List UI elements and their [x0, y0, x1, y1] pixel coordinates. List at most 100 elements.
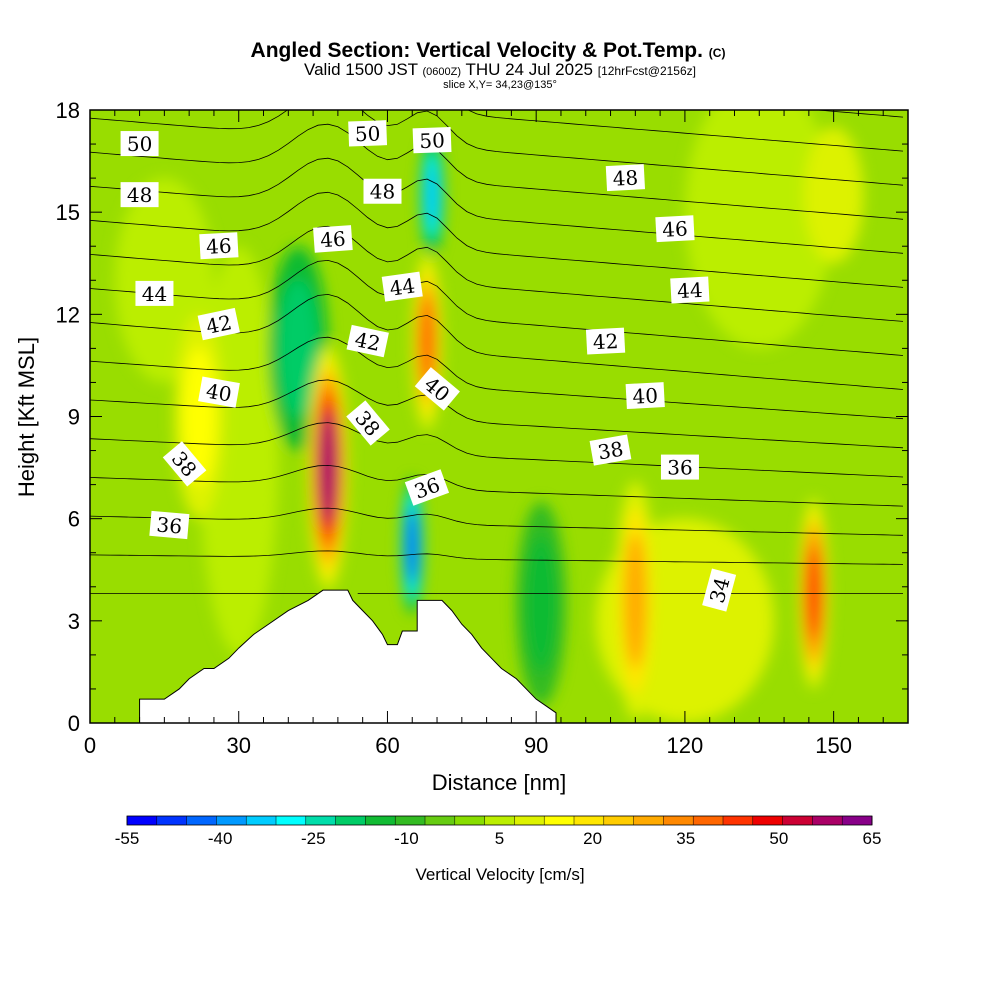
- colorbar-tick-label: -25: [301, 829, 326, 848]
- y-axis-label: Height [Kft MSL]: [14, 337, 39, 497]
- isentrope-label-21: 36: [149, 510, 190, 540]
- isentrope-label-text: 40: [204, 379, 233, 407]
- isentrope-43: [90, 191, 904, 288]
- isentrope-label-2: 50: [412, 126, 452, 154]
- isentrope-label-1: 50: [348, 120, 388, 147]
- isentrope-label-15: 40: [198, 376, 240, 408]
- isentrope-label-8: 46: [655, 215, 695, 243]
- isentrope-label-bg: [120, 182, 159, 208]
- velocity-cell-8-2: [624, 532, 647, 668]
- velocity-field: [114, 110, 864, 723]
- colorbar-swatch: [335, 816, 366, 825]
- colorbar-swatch: [574, 816, 605, 825]
- isentrope-label-bg: [346, 324, 389, 358]
- isentrope-label-text: 42: [592, 329, 619, 354]
- y-tick-label: 0: [68, 711, 80, 736]
- isentrope-label-bg: [120, 131, 159, 157]
- isentrope-label-text: 36: [156, 512, 183, 538]
- colorbar-swatch: [752, 816, 784, 825]
- y-tick-label: 6: [68, 507, 80, 532]
- isentrope-label-text: 42: [204, 310, 234, 339]
- colorbar-swatch: [842, 816, 873, 825]
- y-tick-label: 18: [56, 98, 80, 123]
- isentrope-38: [90, 379, 904, 449]
- x-tick-label: 150: [815, 733, 852, 758]
- colorbar-swatch: [276, 816, 307, 825]
- isentrope-label-text: 50: [127, 132, 152, 156]
- isentrope-37: [90, 422, 904, 478]
- x-tick-label: 60: [375, 733, 399, 758]
- isentrope-label-bg: [605, 164, 646, 192]
- isentrope-label-bg: [198, 376, 240, 408]
- isentrope-label-text: 46: [206, 234, 233, 259]
- isentrope-label-bg: [313, 225, 353, 253]
- chart-subtitle: Valid 1500 JST (0600Z) THU 24 Jul 2025 […: [304, 60, 696, 79]
- y-tick-label: 15: [56, 200, 80, 225]
- isentrope-47: [467, 110, 904, 152]
- colorbar-swatch: [246, 816, 277, 825]
- x-axis: 0 30 60 90 120 150: [84, 110, 909, 758]
- isentrope-label-bg: [381, 271, 423, 302]
- isentrope-label-bg: [702, 568, 737, 612]
- colorbar-swatch: [782, 816, 813, 825]
- isentrope-36: [90, 464, 904, 507]
- colorbar-swatch: [693, 816, 724, 825]
- isentrope-label-14: 42: [585, 327, 626, 355]
- velocity-cell-11-4: [407, 513, 418, 579]
- colorbar-swatch: [484, 816, 515, 825]
- isentrope-label-text: 44: [677, 278, 704, 303]
- isentrope-label-bg: [199, 232, 239, 260]
- isentrope-label-bg: [412, 126, 452, 154]
- isentrope-41: [90, 259, 904, 356]
- isentrope-label-bg: [135, 280, 174, 306]
- isentrope-label-bg: [655, 215, 695, 243]
- isentrope-label-bg: [660, 454, 699, 480]
- isentrope-label-text: 42: [353, 327, 383, 356]
- isentrope-label-11: 44: [670, 276, 710, 304]
- colorbar-swatch: [395, 816, 426, 825]
- colorbar-tick-label: 35: [676, 829, 695, 848]
- colorbar-swatch: [723, 816, 754, 825]
- isentrope-label-bg: [625, 382, 665, 410]
- isentrope-label-text: 40: [632, 383, 659, 408]
- colorbar-swatch: [544, 816, 575, 825]
- isentrope-label-text: 46: [662, 217, 689, 242]
- isentrope-46: [90, 110, 904, 186]
- y-tick-label: 3: [68, 609, 80, 634]
- isentrope-label-bg: [348, 120, 388, 147]
- isentrope-label-6: 46: [199, 232, 239, 260]
- chart-slice-info: slice X,Y= 34,23@135°: [443, 79, 557, 91]
- x-tick-label: 0: [84, 733, 96, 758]
- isentrope-label-12: 42: [197, 307, 240, 341]
- colorbar-swatch: [305, 816, 337, 825]
- isentrope-42: [90, 225, 904, 322]
- colorbar-swatch: [603, 816, 635, 825]
- colorbar-swatch: [663, 816, 694, 825]
- x-tick-label: 90: [524, 733, 548, 758]
- colorbar-tick-label: 50: [769, 829, 788, 848]
- velocity-cell-3-0: [803, 127, 864, 264]
- colorbar-label: Vertical Velocity [cm/s]: [415, 865, 584, 884]
- colorbar-swatch: [633, 816, 664, 825]
- colorbar-tick-label: 20: [583, 829, 602, 848]
- isentrope-44: [90, 157, 904, 254]
- isentrope-48: [812, 110, 904, 118]
- x-axis-label: Distance [nm]: [432, 770, 567, 795]
- isentrope-label-text: 50: [354, 121, 380, 146]
- colorbar: -55 -40 -25 -10 5 20 35 50 65: [115, 815, 881, 848]
- isentrope-label-10: 44: [381, 271, 423, 302]
- isentrope-label-bg: [149, 510, 190, 540]
- velocity-cell-2-0: [684, 110, 834, 349]
- colorbar-swatch: [156, 816, 188, 825]
- colorbar-tick-label: -40: [208, 829, 233, 848]
- colorbar-swatch: [127, 816, 158, 825]
- y-tick-label: 12: [56, 302, 80, 327]
- x-tick-label: 120: [667, 733, 704, 758]
- colorbar-swatch: [186, 816, 217, 825]
- colorbar-tick-label: -55: [115, 829, 140, 848]
- isentrope-label-20: 38: [589, 434, 632, 466]
